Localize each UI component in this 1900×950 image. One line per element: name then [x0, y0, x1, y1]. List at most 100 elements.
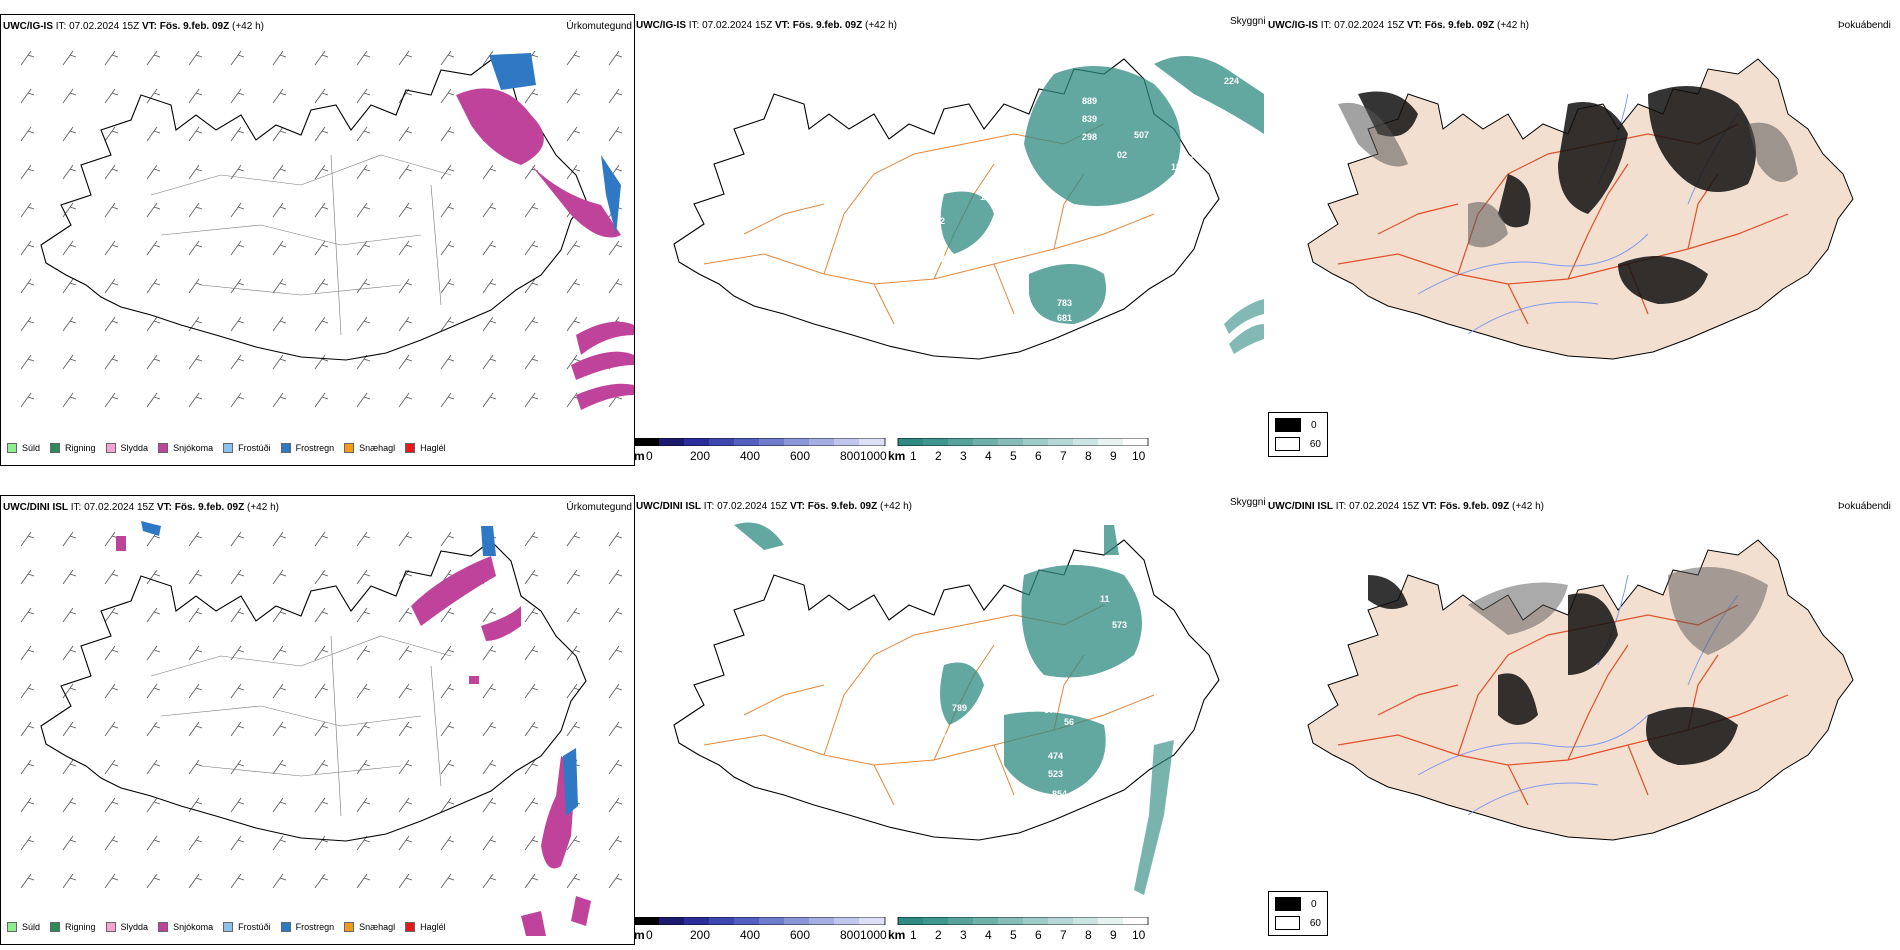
wind-barb	[608, 126, 623, 142]
wind-barb	[62, 278, 77, 294]
wind-barb	[566, 721, 581, 737]
wind-barb	[524, 645, 539, 661]
wind-barb	[20, 759, 35, 775]
wind-barb	[314, 721, 329, 737]
wind-barb	[62, 164, 77, 180]
fog-map-2	[1307, 539, 1854, 841]
legend-swatch	[344, 443, 355, 453]
wind-barb	[398, 835, 413, 851]
wind-barb	[62, 759, 77, 775]
visibility-value-label: 11	[1100, 594, 1110, 604]
precip-legend-1: Súld Rigning Slydda Snjókoma Frostúði Fr…	[7, 443, 456, 453]
legend-item: Snjókoma	[158, 443, 213, 453]
wind-barb	[314, 240, 329, 256]
roads	[1337, 604, 1789, 806]
wind-barb	[62, 683, 77, 699]
iceland-outline	[673, 539, 1220, 841]
wind-barb	[356, 278, 371, 294]
colorbar-km-unit: km	[888, 928, 906, 942]
fog-legend-1: 0 60	[1268, 412, 1328, 457]
colorbar-km-tick: 1	[910, 928, 917, 942]
wind-barb	[62, 645, 77, 661]
wind-barb	[440, 531, 455, 547]
legend-item: Slydda	[105, 443, 148, 453]
wind-barb	[398, 240, 413, 256]
visibility-title-2: Skyggni	[1230, 497, 1266, 508]
wind-barb	[62, 316, 77, 332]
legend-item: Haglél	[405, 443, 446, 453]
visibility-value-label: 769	[940, 254, 955, 264]
wind-barb	[482, 278, 497, 294]
wind-barb	[20, 126, 35, 142]
wind-barb	[62, 202, 77, 218]
wind-barb	[230, 759, 245, 775]
wind-barb	[20, 797, 35, 813]
visibility-value-label: 43	[1059, 234, 1069, 244]
visibility-title-1: Skyggni	[1230, 16, 1266, 27]
wind-barb	[272, 531, 287, 547]
precip-title-2: Úrkomutegund	[566, 502, 632, 513]
wind-barb	[524, 835, 539, 851]
wind-barb	[62, 797, 77, 813]
wind-barb	[272, 392, 287, 408]
wind-barb	[146, 759, 161, 775]
wind-barb	[230, 531, 245, 547]
wind-barb	[356, 50, 371, 66]
wind-barb	[524, 392, 539, 408]
wind-barb	[272, 240, 287, 256]
fog-panel-2: UWC/DINI ISL IT: 07.02.2024 15Z VT: Fös.…	[1268, 495, 1900, 915]
visibility-value-label: 595	[944, 733, 959, 743]
wind-barb	[608, 759, 623, 775]
colorbar-km-tick: 4	[985, 928, 992, 942]
wind-barb	[146, 278, 161, 294]
colorbar-km-bar	[897, 437, 1149, 447]
wind-barb	[524, 797, 539, 813]
wind-barb	[314, 316, 329, 332]
wind-barb	[440, 202, 455, 218]
wind-barb	[104, 835, 119, 851]
precip-title-1: Úrkomutegund	[566, 21, 632, 32]
wind-barb	[524, 607, 539, 623]
wind-barb	[62, 126, 77, 142]
wind-barb	[62, 835, 77, 851]
fog-dense	[1358, 86, 1756, 304]
wind-barb	[146, 164, 161, 180]
wind-barb	[104, 759, 119, 775]
low-visibility-area	[940, 56, 1264, 324]
wind-barb	[440, 873, 455, 889]
wind-barb	[20, 721, 35, 737]
precip-legend-2: Súld Rigning Slydda Snjókoma Frostúði Fr…	[7, 922, 456, 932]
visibility-value-label: 82	[1122, 547, 1132, 557]
colorbar-km-2: km 1 2 3 4 5 6 7 8 9 10	[888, 916, 1153, 942]
visibility-value-label: 67	[1044, 705, 1054, 715]
wind-barb	[272, 126, 287, 142]
colorbar-km-tick: 2	[935, 449, 942, 463]
wind-barb	[314, 797, 329, 813]
wind-barb	[146, 683, 161, 699]
wind-barb	[146, 645, 161, 661]
wind-barb	[272, 50, 287, 66]
wind-barb	[272, 88, 287, 104]
colorbar-km-tick: 7	[1060, 928, 1067, 942]
wind-barb	[62, 240, 77, 256]
wind-barb	[566, 354, 581, 370]
precip-map-1	[20, 50, 634, 410]
wind-barb	[230, 202, 245, 218]
wind-barb	[104, 645, 119, 661]
wind-barb	[356, 164, 371, 180]
precip-header-1: UWC/IG-IS IT: 07.02.2024 15Z VT: Fös. 9.…	[3, 21, 264, 32]
wind-barb	[146, 569, 161, 585]
wind-barb	[20, 569, 35, 585]
wind-barb	[188, 797, 203, 813]
wind-barb	[188, 126, 203, 142]
wind-barb	[566, 873, 581, 889]
wind-barb	[608, 569, 623, 585]
colorbar-km-tick: 6	[1035, 449, 1042, 463]
legend-swatch	[50, 443, 61, 453]
wind-barb	[482, 607, 497, 623]
colorbar-km-tick: 8	[1085, 928, 1092, 942]
precip-header-2: UWC/DINI ISL IT: 07.02.2024 15Z VT: Fös.…	[3, 502, 279, 513]
wind-barb	[524, 316, 539, 332]
wind-barb	[20, 835, 35, 851]
